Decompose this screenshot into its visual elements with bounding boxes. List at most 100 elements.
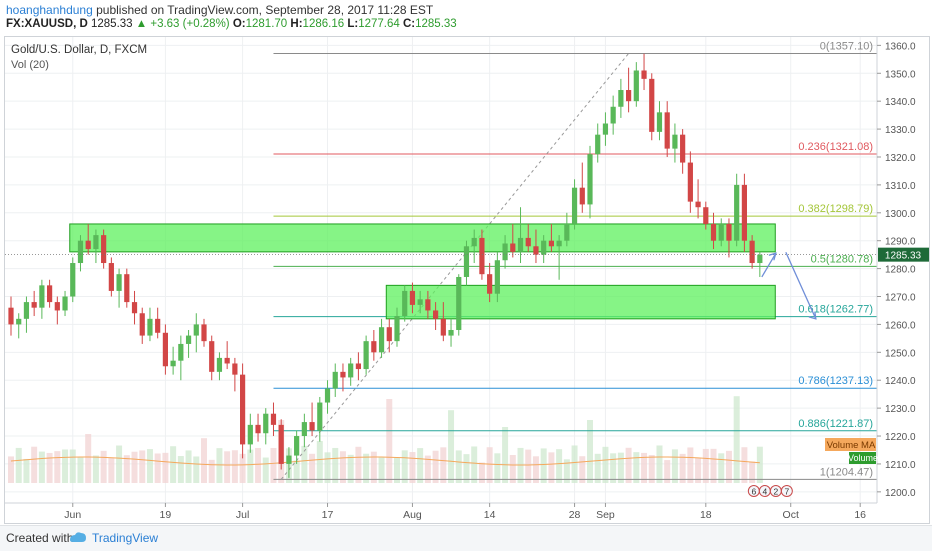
- candle-body[interactable]: [386, 327, 392, 342]
- candle-body[interactable]: [502, 243, 508, 261]
- candle-body[interactable]: [656, 112, 663, 132]
- candle-body[interactable]: [348, 363, 354, 378]
- candle-body[interactable]: [402, 290, 408, 317]
- candle-body[interactable]: [101, 235, 107, 264]
- candle-body[interactable]: [39, 285, 45, 308]
- candle-body[interactable]: [378, 327, 385, 353]
- candle-body[interactable]: [232, 363, 238, 375]
- candle-body[interactable]: [433, 310, 439, 319]
- price-chart[interactable]: 0(1357.10) 0.236(1321.08) 0.382(1298.79) 0.…: [5, 37, 929, 523]
- candle-body[interactable]: [224, 357, 230, 364]
- candle-body[interactable]: [247, 424, 253, 445]
- candle-body[interactable]: [201, 324, 207, 342]
- support-resistance-zone[interactable]: [69, 223, 776, 253]
- candle-body[interactable]: [440, 318, 446, 336]
- candle-body[interactable]: [255, 424, 261, 434]
- candle-body[interactable]: [726, 223, 732, 241]
- tradingview-logo-icon[interactable]: [68, 530, 88, 546]
- candle-body[interactable]: [317, 402, 323, 431]
- candle-body[interactable]: [124, 274, 130, 303]
- candle-body[interactable]: [757, 254, 763, 264]
- candle-body[interactable]: [77, 240, 84, 264]
- tradingview-link[interactable]: TradingView: [92, 531, 159, 545]
- candle-body[interactable]: [363, 341, 369, 370]
- symbol-label[interactable]: FX:XAUUSD, D: [6, 18, 88, 30]
- candle-body[interactable]: [471, 237, 477, 247]
- candle-body[interactable]: [541, 240, 547, 255]
- candle-body[interactable]: [332, 371, 338, 389]
- candle-body[interactable]: [371, 341, 377, 353]
- candle-body[interactable]: [47, 285, 53, 303]
- candle-body[interactable]: [664, 112, 670, 149]
- candle-body[interactable]: [633, 70, 639, 102]
- candle-body[interactable]: [155, 318, 161, 333]
- candle-body[interactable]: [70, 263, 76, 297]
- candle-body[interactable]: [309, 422, 315, 431]
- candle-body[interactable]: [394, 316, 400, 342]
- candle-body[interactable]: [618, 90, 624, 107]
- candle-body[interactable]: [595, 134, 601, 155]
- candle-body[interactable]: [409, 290, 416, 305]
- candle-body[interactable]: [23, 302, 30, 319]
- candle-body[interactable]: [579, 187, 585, 205]
- candle-body[interactable]: [147, 318, 153, 336]
- candle-body[interactable]: [170, 360, 176, 367]
- candle-body[interactable]: [31, 302, 37, 308]
- candle-body[interactable]: [510, 243, 516, 252]
- candle-body[interactable]: [324, 388, 331, 403]
- candle-body[interactable]: [355, 363, 361, 370]
- candle-body[interactable]: [8, 307, 14, 325]
- candle-body[interactable]: [216, 357, 223, 372]
- candle-body[interactable]: [240, 374, 246, 445]
- candle-body[interactable]: [548, 240, 554, 247]
- candle-body[interactable]: [263, 413, 269, 434]
- candle-body[interactable]: [131, 302, 138, 314]
- candle-body[interactable]: [672, 134, 678, 149]
- candle-body[interactable]: [533, 246, 539, 255]
- candle-body[interactable]: [525, 237, 531, 247]
- candle-body[interactable]: [649, 78, 655, 132]
- candle-body[interactable]: [687, 162, 693, 202]
- candle-body[interactable]: [209, 341, 215, 372]
- candle-body[interactable]: [85, 240, 91, 250]
- candle-body[interactable]: [494, 260, 500, 294]
- candle-body[interactable]: [463, 246, 470, 277]
- candle-body[interactable]: [741, 184, 747, 241]
- candle-body[interactable]: [62, 296, 68, 311]
- candle-body[interactable]: [703, 207, 709, 224]
- candle-body[interactable]: [417, 299, 423, 305]
- candle-body[interactable]: [286, 455, 292, 464]
- candle-body[interactable]: [517, 237, 524, 252]
- candle-body[interactable]: [587, 154, 593, 205]
- candle-body[interactable]: [116, 274, 122, 291]
- candle-body[interactable]: [571, 187, 578, 224]
- candle-body[interactable]: [734, 184, 740, 241]
- candle-body[interactable]: [479, 237, 485, 275]
- candle-body[interactable]: [178, 343, 184, 361]
- candle-body[interactable]: [278, 424, 284, 464]
- event-flag-icon[interactable]: [780, 485, 793, 497]
- candle-body[interactable]: [695, 201, 701, 208]
- candle-body[interactable]: [718, 223, 724, 241]
- projection-arrow-down[interactable]: [785, 251, 817, 320]
- candle-body[interactable]: [340, 371, 346, 378]
- candle-body[interactable]: [301, 422, 307, 437]
- candle-body[interactable]: [749, 240, 755, 264]
- candle-body[interactable]: [185, 335, 192, 344]
- candle-body[interactable]: [139, 313, 145, 336]
- candle-body[interactable]: [564, 223, 570, 241]
- candle-body[interactable]: [448, 329, 454, 336]
- candle-body[interactable]: [626, 90, 632, 102]
- candle-body[interactable]: [193, 324, 199, 336]
- projection-arrow-up[interactable]: [761, 252, 777, 278]
- candle-body[interactable]: [270, 413, 277, 425]
- fib-trend-line[interactable]: [280, 53, 629, 480]
- candle-body[interactable]: [556, 240, 562, 247]
- candle-body[interactable]: [16, 318, 22, 325]
- candle-body[interactable]: [680, 134, 686, 163]
- candle-body[interactable]: [162, 332, 168, 367]
- candle-body[interactable]: [294, 436, 300, 456]
- candle-body[interactable]: [610, 106, 616, 124]
- candle-body[interactable]: [710, 223, 717, 241]
- author-link[interactable]: hoanghanhdung: [6, 3, 93, 17]
